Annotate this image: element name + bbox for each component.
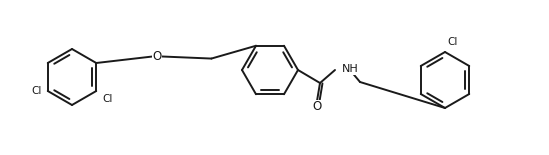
Text: Cl: Cl — [31, 86, 42, 96]
Text: NH: NH — [342, 64, 358, 74]
Text: O: O — [152, 50, 161, 63]
Text: Cl: Cl — [102, 94, 113, 104]
Text: O: O — [312, 100, 322, 113]
Text: Cl: Cl — [447, 37, 457, 47]
